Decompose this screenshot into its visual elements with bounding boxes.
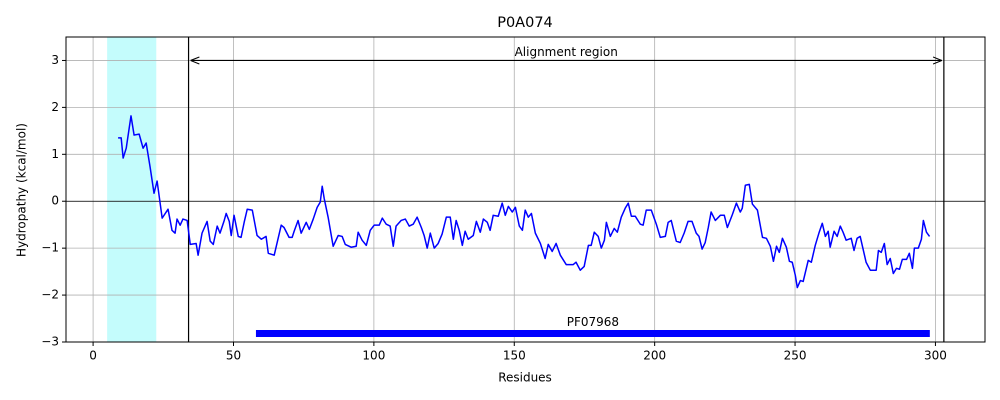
hydropathy-line bbox=[118, 115, 931, 289]
y-tick-label: 0 bbox=[51, 194, 59, 208]
x-tick-label: 150 bbox=[503, 349, 526, 363]
y-tick-label: −3 bbox=[41, 335, 59, 349]
y-axis-label: Hydropathy (kcal/mol) bbox=[15, 123, 29, 257]
y-tick-label: 1 bbox=[51, 147, 59, 161]
highlight-span bbox=[107, 37, 157, 342]
x-tick-label: 200 bbox=[643, 349, 666, 363]
y-tick-label: −2 bbox=[41, 288, 59, 302]
x-tick-label: 0 bbox=[89, 349, 97, 363]
region-label: Alignment region bbox=[515, 45, 618, 59]
y-tick-label: 3 bbox=[51, 53, 59, 67]
x-axis-label: Residues bbox=[498, 371, 552, 385]
domain-label: PF07968 bbox=[567, 315, 619, 329]
x-tick-label: 300 bbox=[924, 349, 947, 363]
x-tick-label: 250 bbox=[784, 349, 807, 363]
chart-title: P0A074 bbox=[497, 15, 553, 31]
plot-frame bbox=[65, 36, 986, 343]
y-tick-label: 2 bbox=[51, 100, 59, 114]
x-tick-label: 100 bbox=[362, 349, 385, 363]
y-tick-label: −1 bbox=[41, 241, 59, 255]
x-tick-label: 50 bbox=[226, 349, 241, 363]
